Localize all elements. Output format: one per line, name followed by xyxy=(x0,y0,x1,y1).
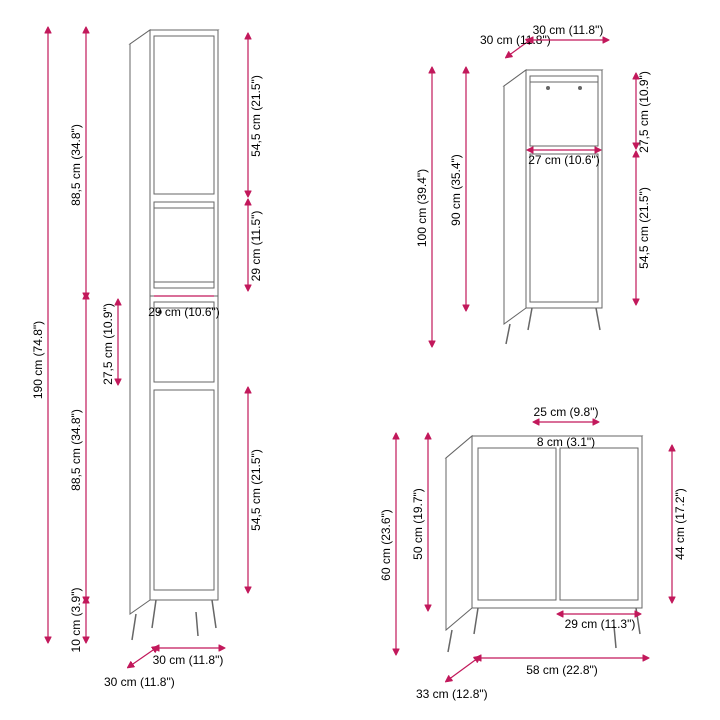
low-cabinet: 25 cm (9.8") 8 cm (3.1") 60 cm (23.6") 5… xyxy=(379,405,687,701)
dim-low-cut-d: 8 cm (3.1") xyxy=(537,435,595,449)
dim-low-door-w: 29 cm (11.3") xyxy=(565,617,636,631)
dim-tall-depth: 30 cm (11.8") xyxy=(104,675,175,689)
dim-tall-lower-open: 27,5 cm (10.9") xyxy=(101,303,115,385)
dim-low-cut-w: 25 cm (9.8") xyxy=(534,405,599,419)
dim-tall-upper-door: 54,5 cm (21.5") xyxy=(249,75,263,157)
dim-tall-mid-open: 29 cm (11.5") xyxy=(249,211,263,282)
dim-low-door-h: 44 cm (17.2") xyxy=(673,488,687,560)
dim-tall-lower-door: 54,5 cm (21.5") xyxy=(249,449,263,531)
dim-tall-leg: 10 cm (3.9") xyxy=(69,588,83,653)
dim-med-width: 30 cm (11.8") xyxy=(533,23,604,37)
dim-med-open-h: 27,5 cm (10.9") xyxy=(637,71,651,153)
dim-med-door-h: 54,5 cm (21.5") xyxy=(637,187,651,269)
dim-low-width: 58 cm (22.8") xyxy=(526,663,598,677)
dim-tall-width: 30 cm (11.8") xyxy=(153,653,224,667)
dim-low-total-h: 60 cm (23.6") xyxy=(379,509,393,581)
medium-cabinet: 30 cm (11.8") 30 cm (11.8") 100 cm (39.4… xyxy=(415,23,651,344)
tall-cabinet: 190 cm (74.8") 88,5 cm (34.8") 88,5 cm (… xyxy=(31,30,263,689)
dim-tall-lower-h: 88,5 cm (34.8") xyxy=(69,409,83,491)
furniture-dimension-diagram: 190 cm (74.8") 88,5 cm (34.8") 88,5 cm (… xyxy=(0,0,720,720)
dim-tall-total-h: 190 cm (74.8") xyxy=(31,321,45,399)
dim-med-body-h: 90 cm (35.4") xyxy=(449,154,463,226)
dim-tall-mid-open-w: 29 cm (10.6") xyxy=(148,305,220,319)
dim-med-total-h: 100 cm (39.4") xyxy=(415,169,429,247)
dim-tall-upper-h: 88,5 cm (34.8") xyxy=(69,124,83,206)
dim-low-depth: 33 cm (12.8") xyxy=(416,687,488,701)
dim-low-body-h: 50 cm (19.7") xyxy=(411,488,425,560)
dim-med-open-w: 27 cm (10.6") xyxy=(528,153,600,167)
